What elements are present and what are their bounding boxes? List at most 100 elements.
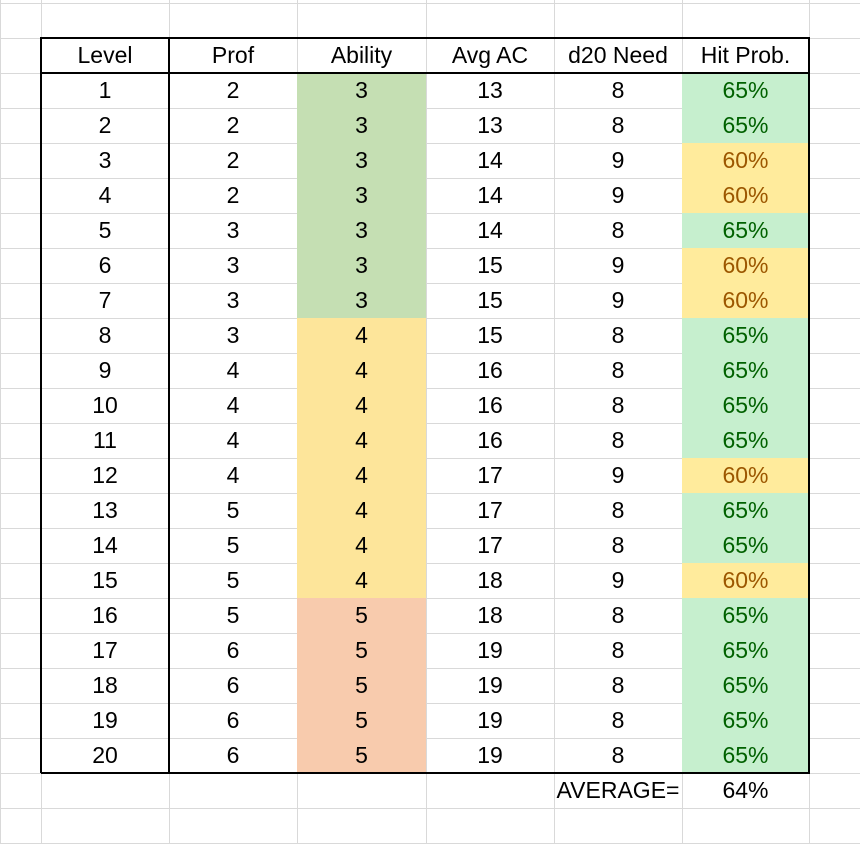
cell-hit[interactable]: 65% bbox=[682, 108, 809, 143]
cell-prof[interactable]: 6 bbox=[226, 742, 240, 768]
cell-prof[interactable]: 4 bbox=[226, 462, 240, 488]
cell-prof[interactable]: 5 bbox=[226, 567, 240, 593]
cell-ac[interactable]: 14 bbox=[477, 217, 503, 243]
cell-ac[interactable]: 17 bbox=[477, 462, 503, 488]
cell-prof[interactable]: 4 bbox=[226, 427, 240, 453]
cell-ability[interactable]: 3 bbox=[297, 213, 426, 248]
cell-level[interactable]: 9 bbox=[98, 357, 112, 383]
cell-level[interactable]: 10 bbox=[92, 392, 118, 418]
cell-ability[interactable]: 3 bbox=[297, 108, 426, 143]
cell-ac[interactable]: 18 bbox=[477, 602, 503, 628]
cell-hit[interactable]: 65% bbox=[682, 528, 809, 563]
cell-ac[interactable]: 15 bbox=[477, 322, 503, 348]
cell-need[interactable]: 9 bbox=[611, 252, 625, 278]
average-label[interactable]: AVERAGE= bbox=[556, 777, 680, 803]
cell-ability[interactable]: 5 bbox=[297, 598, 426, 633]
cell-ac[interactable]: 15 bbox=[477, 252, 503, 278]
cell-need[interactable]: 8 bbox=[611, 497, 625, 523]
cell-hit[interactable]: 60% bbox=[682, 458, 809, 493]
cell-need[interactable]: 8 bbox=[611, 77, 625, 103]
cell-hit[interactable]: 65% bbox=[682, 738, 809, 773]
cell-hit[interactable]: 65% bbox=[682, 668, 809, 703]
cell-ability[interactable]: 3 bbox=[297, 73, 426, 108]
cell-prof[interactable]: 3 bbox=[226, 252, 240, 278]
cell-need[interactable]: 8 bbox=[611, 602, 625, 628]
cell-ability[interactable]: 3 bbox=[297, 178, 426, 213]
cell-need[interactable]: 8 bbox=[611, 742, 625, 768]
cell-prof[interactable]: 5 bbox=[226, 602, 240, 628]
cell-need[interactable]: 8 bbox=[611, 217, 625, 243]
cell-prof[interactable]: 3 bbox=[226, 322, 240, 348]
cell-hit[interactable]: 60% bbox=[682, 143, 809, 178]
cell-ability[interactable]: 4 bbox=[297, 493, 426, 528]
cell-need[interactable]: 8 bbox=[611, 112, 625, 138]
cell-hit[interactable]: 65% bbox=[682, 423, 809, 458]
cell-ability[interactable]: 4 bbox=[297, 318, 426, 353]
cell-need[interactable]: 8 bbox=[611, 357, 625, 383]
cell-level[interactable]: 14 bbox=[92, 532, 118, 558]
cell-hit[interactable]: 65% bbox=[682, 388, 809, 423]
cell-prof[interactable]: 2 bbox=[226, 77, 240, 103]
cell-need[interactable]: 9 bbox=[611, 147, 625, 173]
cell-level[interactable]: 7 bbox=[98, 287, 112, 313]
cell-ac[interactable]: 19 bbox=[477, 672, 503, 698]
cell-level[interactable]: 13 bbox=[92, 497, 118, 523]
cell-prof[interactable]: 5 bbox=[226, 532, 240, 558]
cell-prof[interactable]: 2 bbox=[226, 112, 240, 138]
cell-ac[interactable]: 19 bbox=[477, 637, 503, 663]
column-header-ability[interactable]: Ability bbox=[330, 42, 393, 68]
column-header-need[interactable]: d20 Need bbox=[568, 42, 668, 68]
cell-prof[interactable]: 3 bbox=[226, 217, 240, 243]
cell-need[interactable]: 8 bbox=[611, 427, 625, 453]
cell-prof[interactable]: 2 bbox=[226, 147, 240, 173]
cell-level[interactable]: 6 bbox=[98, 252, 112, 278]
cell-ac[interactable]: 13 bbox=[477, 112, 503, 138]
cell-hit[interactable]: 65% bbox=[682, 633, 809, 668]
cell-ac[interactable]: 15 bbox=[477, 287, 503, 313]
cell-ability[interactable]: 3 bbox=[297, 248, 426, 283]
cell-level[interactable]: 5 bbox=[98, 217, 112, 243]
column-header-prof[interactable]: Prof bbox=[211, 42, 255, 68]
cell-level[interactable]: 15 bbox=[92, 567, 118, 593]
cell-level[interactable]: 12 bbox=[92, 462, 118, 488]
column-header-hit[interactable]: Hit Prob. bbox=[700, 42, 791, 68]
cell-hit[interactable]: 65% bbox=[682, 353, 809, 388]
cell-need[interactable]: 8 bbox=[611, 637, 625, 663]
cell-ac[interactable]: 14 bbox=[477, 182, 503, 208]
cell-ability[interactable]: 5 bbox=[297, 703, 426, 738]
cell-hit[interactable]: 65% bbox=[682, 598, 809, 633]
cell-level[interactable]: 1 bbox=[98, 77, 112, 103]
cell-level[interactable]: 3 bbox=[98, 147, 112, 173]
cell-level[interactable]: 4 bbox=[98, 182, 112, 208]
cell-ac[interactable]: 17 bbox=[477, 497, 503, 523]
cell-ac[interactable]: 16 bbox=[477, 392, 503, 418]
cell-hit[interactable]: 65% bbox=[682, 703, 809, 738]
cell-ability[interactable]: 4 bbox=[297, 458, 426, 493]
cell-prof[interactable]: 3 bbox=[226, 287, 240, 313]
cell-hit[interactable]: 60% bbox=[682, 563, 809, 598]
cell-ability[interactable]: 4 bbox=[297, 423, 426, 458]
cell-hit[interactable]: 60% bbox=[682, 178, 809, 213]
cell-ac[interactable]: 18 bbox=[477, 567, 503, 593]
cell-ability[interactable]: 5 bbox=[297, 668, 426, 703]
cell-ability[interactable]: 4 bbox=[297, 563, 426, 598]
cell-level[interactable]: 8 bbox=[98, 322, 112, 348]
cell-need[interactable]: 9 bbox=[611, 287, 625, 313]
cell-level[interactable]: 19 bbox=[92, 707, 118, 733]
cell-ac[interactable]: 13 bbox=[477, 77, 503, 103]
cell-hit[interactable]: 65% bbox=[682, 73, 809, 108]
cell-prof[interactable]: 4 bbox=[226, 392, 240, 418]
cell-ac[interactable]: 16 bbox=[477, 427, 503, 453]
average-value[interactable]: 64% bbox=[722, 777, 769, 803]
cell-need[interactable]: 8 bbox=[611, 707, 625, 733]
cell-level[interactable]: 2 bbox=[98, 112, 112, 138]
cell-prof[interactable]: 4 bbox=[226, 357, 240, 383]
cell-need[interactable]: 8 bbox=[611, 392, 625, 418]
cell-ac[interactable]: 16 bbox=[477, 357, 503, 383]
column-header-level[interactable]: Level bbox=[77, 42, 133, 68]
cell-level[interactable]: 16 bbox=[92, 602, 118, 628]
cell-hit[interactable]: 65% bbox=[682, 213, 809, 248]
cell-ac[interactable]: 17 bbox=[477, 532, 503, 558]
cell-level[interactable]: 20 bbox=[92, 742, 118, 768]
